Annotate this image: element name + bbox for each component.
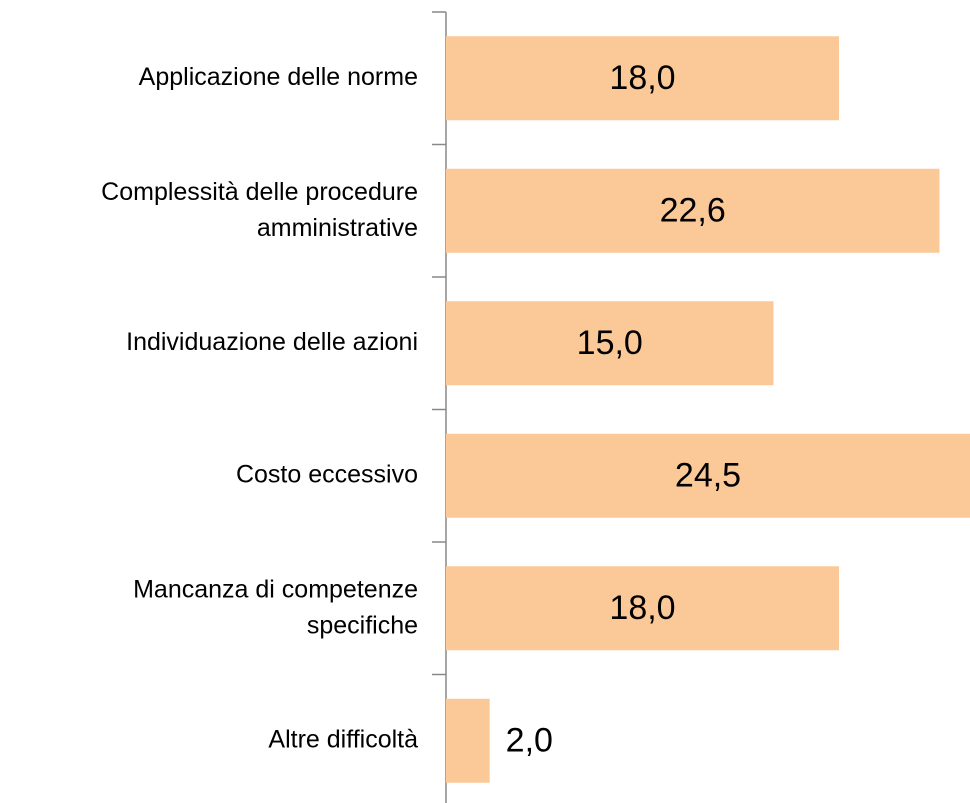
category-label: Costo eccessivo: [236, 460, 418, 488]
value-label: 24,5: [675, 457, 741, 495]
bar: [446, 698, 490, 783]
category-label: Individuazione delle azioni: [126, 328, 418, 356]
value-label: 18,0: [609, 59, 675, 97]
bar: [446, 36, 839, 121]
value-label: 15,0: [577, 324, 643, 362]
value-label: 2,0: [506, 722, 553, 760]
bar: [446, 301, 774, 386]
value-label: 18,0: [609, 589, 675, 627]
category-label: Mancanza di competenze specifiche: [133, 575, 418, 639]
category-label: Complessità delle procedure amministrativ…: [101, 177, 418, 241]
bar: [446, 433, 970, 518]
category-label: Applicazione delle norme: [139, 63, 418, 91]
category-label: Altre difficoltà: [268, 725, 418, 753]
value-label: 22,6: [660, 192, 726, 230]
bar: [446, 566, 839, 651]
bar: [446, 168, 940, 253]
